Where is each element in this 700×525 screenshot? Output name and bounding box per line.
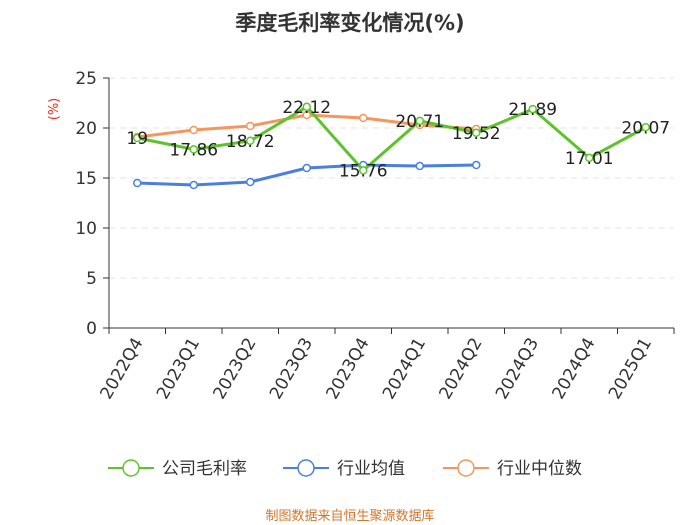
data-point bbox=[246, 136, 255, 146]
x-tick-label: 2023Q2 bbox=[210, 335, 261, 403]
legend: 公司毛利率 行业均值 行业中位数 bbox=[108, 459, 582, 479]
data-point bbox=[133, 133, 142, 143]
y-tick-label: 25 bbox=[75, 69, 97, 89]
data-point bbox=[359, 166, 368, 175]
legend-swatch-marker bbox=[122, 459, 140, 477]
data-label: 17.86 bbox=[169, 140, 218, 160]
data-point bbox=[641, 123, 650, 132]
x-tick-label: 2024Q4 bbox=[549, 335, 600, 403]
y-tick-label: 0 bbox=[86, 319, 97, 339]
data-point bbox=[302, 110, 311, 120]
data-point bbox=[585, 153, 594, 163]
data-label: 19.52 bbox=[452, 124, 501, 144]
data-point bbox=[302, 163, 311, 173]
data-point bbox=[189, 180, 198, 190]
x-tick-label: 2024Q3 bbox=[492, 335, 543, 403]
series-lines bbox=[133, 102, 650, 190]
data-label: 19 bbox=[126, 129, 148, 149]
data-labels: 19 17.86 18.72 22.12 15.76 20.71 19.52 21.89 17.… bbox=[126, 98, 670, 182]
legend-label: 行业均值 bbox=[337, 459, 405, 479]
x-tick-label: 2024Q2 bbox=[436, 335, 487, 403]
data-point bbox=[189, 145, 198, 154]
data-point bbox=[302, 102, 311, 112]
data-point bbox=[359, 113, 368, 123]
data-label: 20.71 bbox=[395, 112, 444, 132]
legend-swatch-marker bbox=[297, 459, 315, 477]
legend-label: 行业中位数 bbox=[497, 459, 582, 479]
data-label: 20.07 bbox=[621, 118, 670, 138]
data-label: 18.72 bbox=[226, 132, 275, 152]
x-tick-label: 2023Q1 bbox=[153, 335, 204, 403]
y-tick-label: 15 bbox=[75, 169, 97, 189]
data-point bbox=[528, 104, 537, 114]
series-line bbox=[137, 105, 647, 172]
legend-label: 公司毛利率 bbox=[162, 459, 247, 479]
y-tick-label: 10 bbox=[75, 219, 97, 239]
y-tick-label: 5 bbox=[86, 269, 97, 289]
data-point bbox=[415, 116, 424, 126]
data-point bbox=[246, 177, 255, 187]
y-axis-unit-label: (%) bbox=[47, 98, 62, 121]
data-point bbox=[133, 178, 142, 188]
x-tick-label: 2025Q1 bbox=[605, 335, 656, 403]
data-point bbox=[472, 128, 481, 138]
source-note: 制图数据来自恒生聚源数据库 bbox=[265, 508, 434, 524]
y-tick-label: 20 bbox=[75, 119, 97, 139]
x-tick-label: 2024Q1 bbox=[379, 335, 430, 403]
legend-swatch-marker bbox=[457, 459, 475, 477]
data-label: 22.12 bbox=[282, 98, 331, 118]
data-point bbox=[189, 125, 198, 135]
data-point bbox=[246, 121, 255, 131]
data-label: 21.89 bbox=[508, 100, 557, 120]
x-tick-label: 2022Q4 bbox=[97, 335, 148, 403]
data-point bbox=[472, 160, 481, 170]
x-tick-label: 2023Q3 bbox=[266, 335, 317, 403]
data-label: 17.01 bbox=[565, 149, 614, 169]
data-point bbox=[415, 161, 424, 171]
data-label: 15.76 bbox=[339, 161, 388, 181]
x-tick-label: 2023Q4 bbox=[323, 335, 374, 403]
grid-lines bbox=[109, 77, 674, 279]
chart-title: 季度毛利率变化情况(%) bbox=[235, 11, 464, 35]
